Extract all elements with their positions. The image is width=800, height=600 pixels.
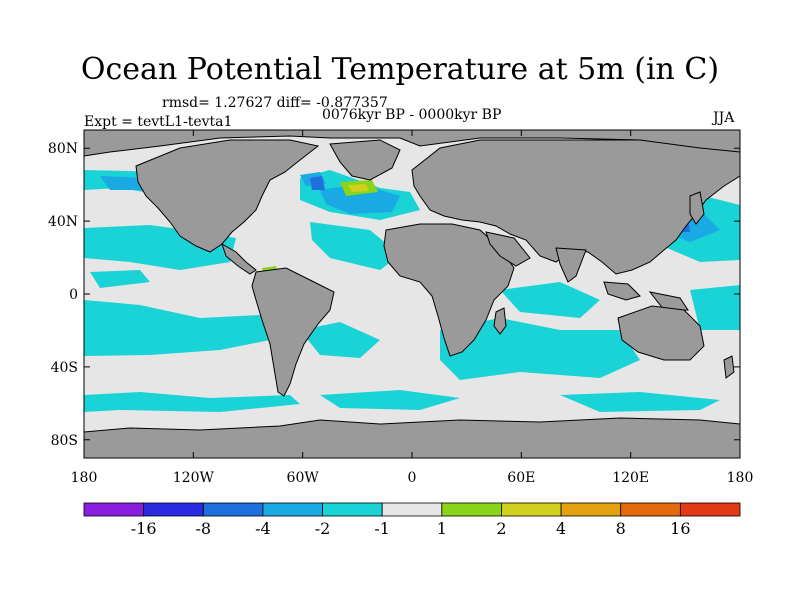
land-masses <box>84 130 740 458</box>
x-tick-label: 180 <box>71 470 98 486</box>
india <box>555 247 587 283</box>
colorbar-label: 1 <box>437 519 447 538</box>
colorbar: -16 -8 -4 -2 -1 1 2 4 8 16 <box>83 502 741 538</box>
colorbar-label: -4 <box>255 519 271 538</box>
colorbar-label: 16 <box>670 519 690 538</box>
madagascar <box>493 307 507 335</box>
colorbar-swatch <box>83 502 145 517</box>
new-guinea <box>648 291 689 311</box>
x-axis: 180 120W 60W 0 60E 120E 180 <box>71 130 754 486</box>
arctic-ice <box>84 130 740 157</box>
antarctica <box>84 417 740 458</box>
colorbar-swatch <box>381 502 443 517</box>
y-tick-label: 0 <box>69 287 78 303</box>
y-tick-label: 80S <box>51 433 78 449</box>
maritime-southeast-asia <box>603 281 641 301</box>
x-tick-label: 120E <box>612 470 649 486</box>
time-period-label: 0076kyr BP - 0000kyr BP <box>322 107 502 123</box>
colorbar-swatch <box>560 502 622 517</box>
colorbar-swatch <box>143 502 204 517</box>
x-tick-label: 0 <box>408 470 417 486</box>
arabian-peninsula <box>485 231 531 267</box>
colorbar-swatch <box>441 502 502 517</box>
y-tick-label: 80N <box>48 141 78 157</box>
colorbar-swatch <box>501 502 562 517</box>
colorbar-label: -1 <box>374 519 390 538</box>
greenland <box>329 139 401 181</box>
colorbar-label: -2 <box>315 519 331 538</box>
y-axis: 80N 40N 0 40S 80S <box>48 141 740 449</box>
x-tick-label: 60E <box>507 470 535 486</box>
south-america <box>251 267 335 397</box>
colorbar-label: 2 <box>496 519 506 538</box>
colorbar-swatch <box>262 502 323 517</box>
australia <box>617 305 705 361</box>
japan <box>689 191 705 225</box>
new-zealand <box>723 355 735 379</box>
colorbar-label: 8 <box>616 519 626 538</box>
x-tick-label: 60W <box>287 470 320 486</box>
north-america <box>135 139 320 253</box>
colorbar-swatch <box>322 502 383 517</box>
africa <box>383 223 515 357</box>
experiment-label: Expt = tevtL1-tevta1 <box>84 114 233 130</box>
colorbar-swatch <box>202 502 264 517</box>
x-tick-label: 180 <box>727 470 754 486</box>
rmsd-diff-stats: rmsd= 1.27627 diff= -0.877357 <box>162 95 388 111</box>
y-tick-label: 40N <box>48 214 78 230</box>
y-tick-label: 40S <box>51 360 78 376</box>
colorbar-swatch <box>620 502 681 517</box>
colorbar-label: -8 <box>195 519 211 538</box>
central-america <box>221 242 257 275</box>
page-title: Ocean Potential Temperature at 5m (in C) <box>80 52 720 87</box>
season-label: JJA <box>713 110 735 126</box>
colorbar-swatch <box>679 502 741 517</box>
map-panel <box>84 130 740 458</box>
colorbar-label: 4 <box>556 519 566 538</box>
colorbar-label: -16 <box>131 519 157 538</box>
x-tick-label: 120W <box>173 470 215 486</box>
